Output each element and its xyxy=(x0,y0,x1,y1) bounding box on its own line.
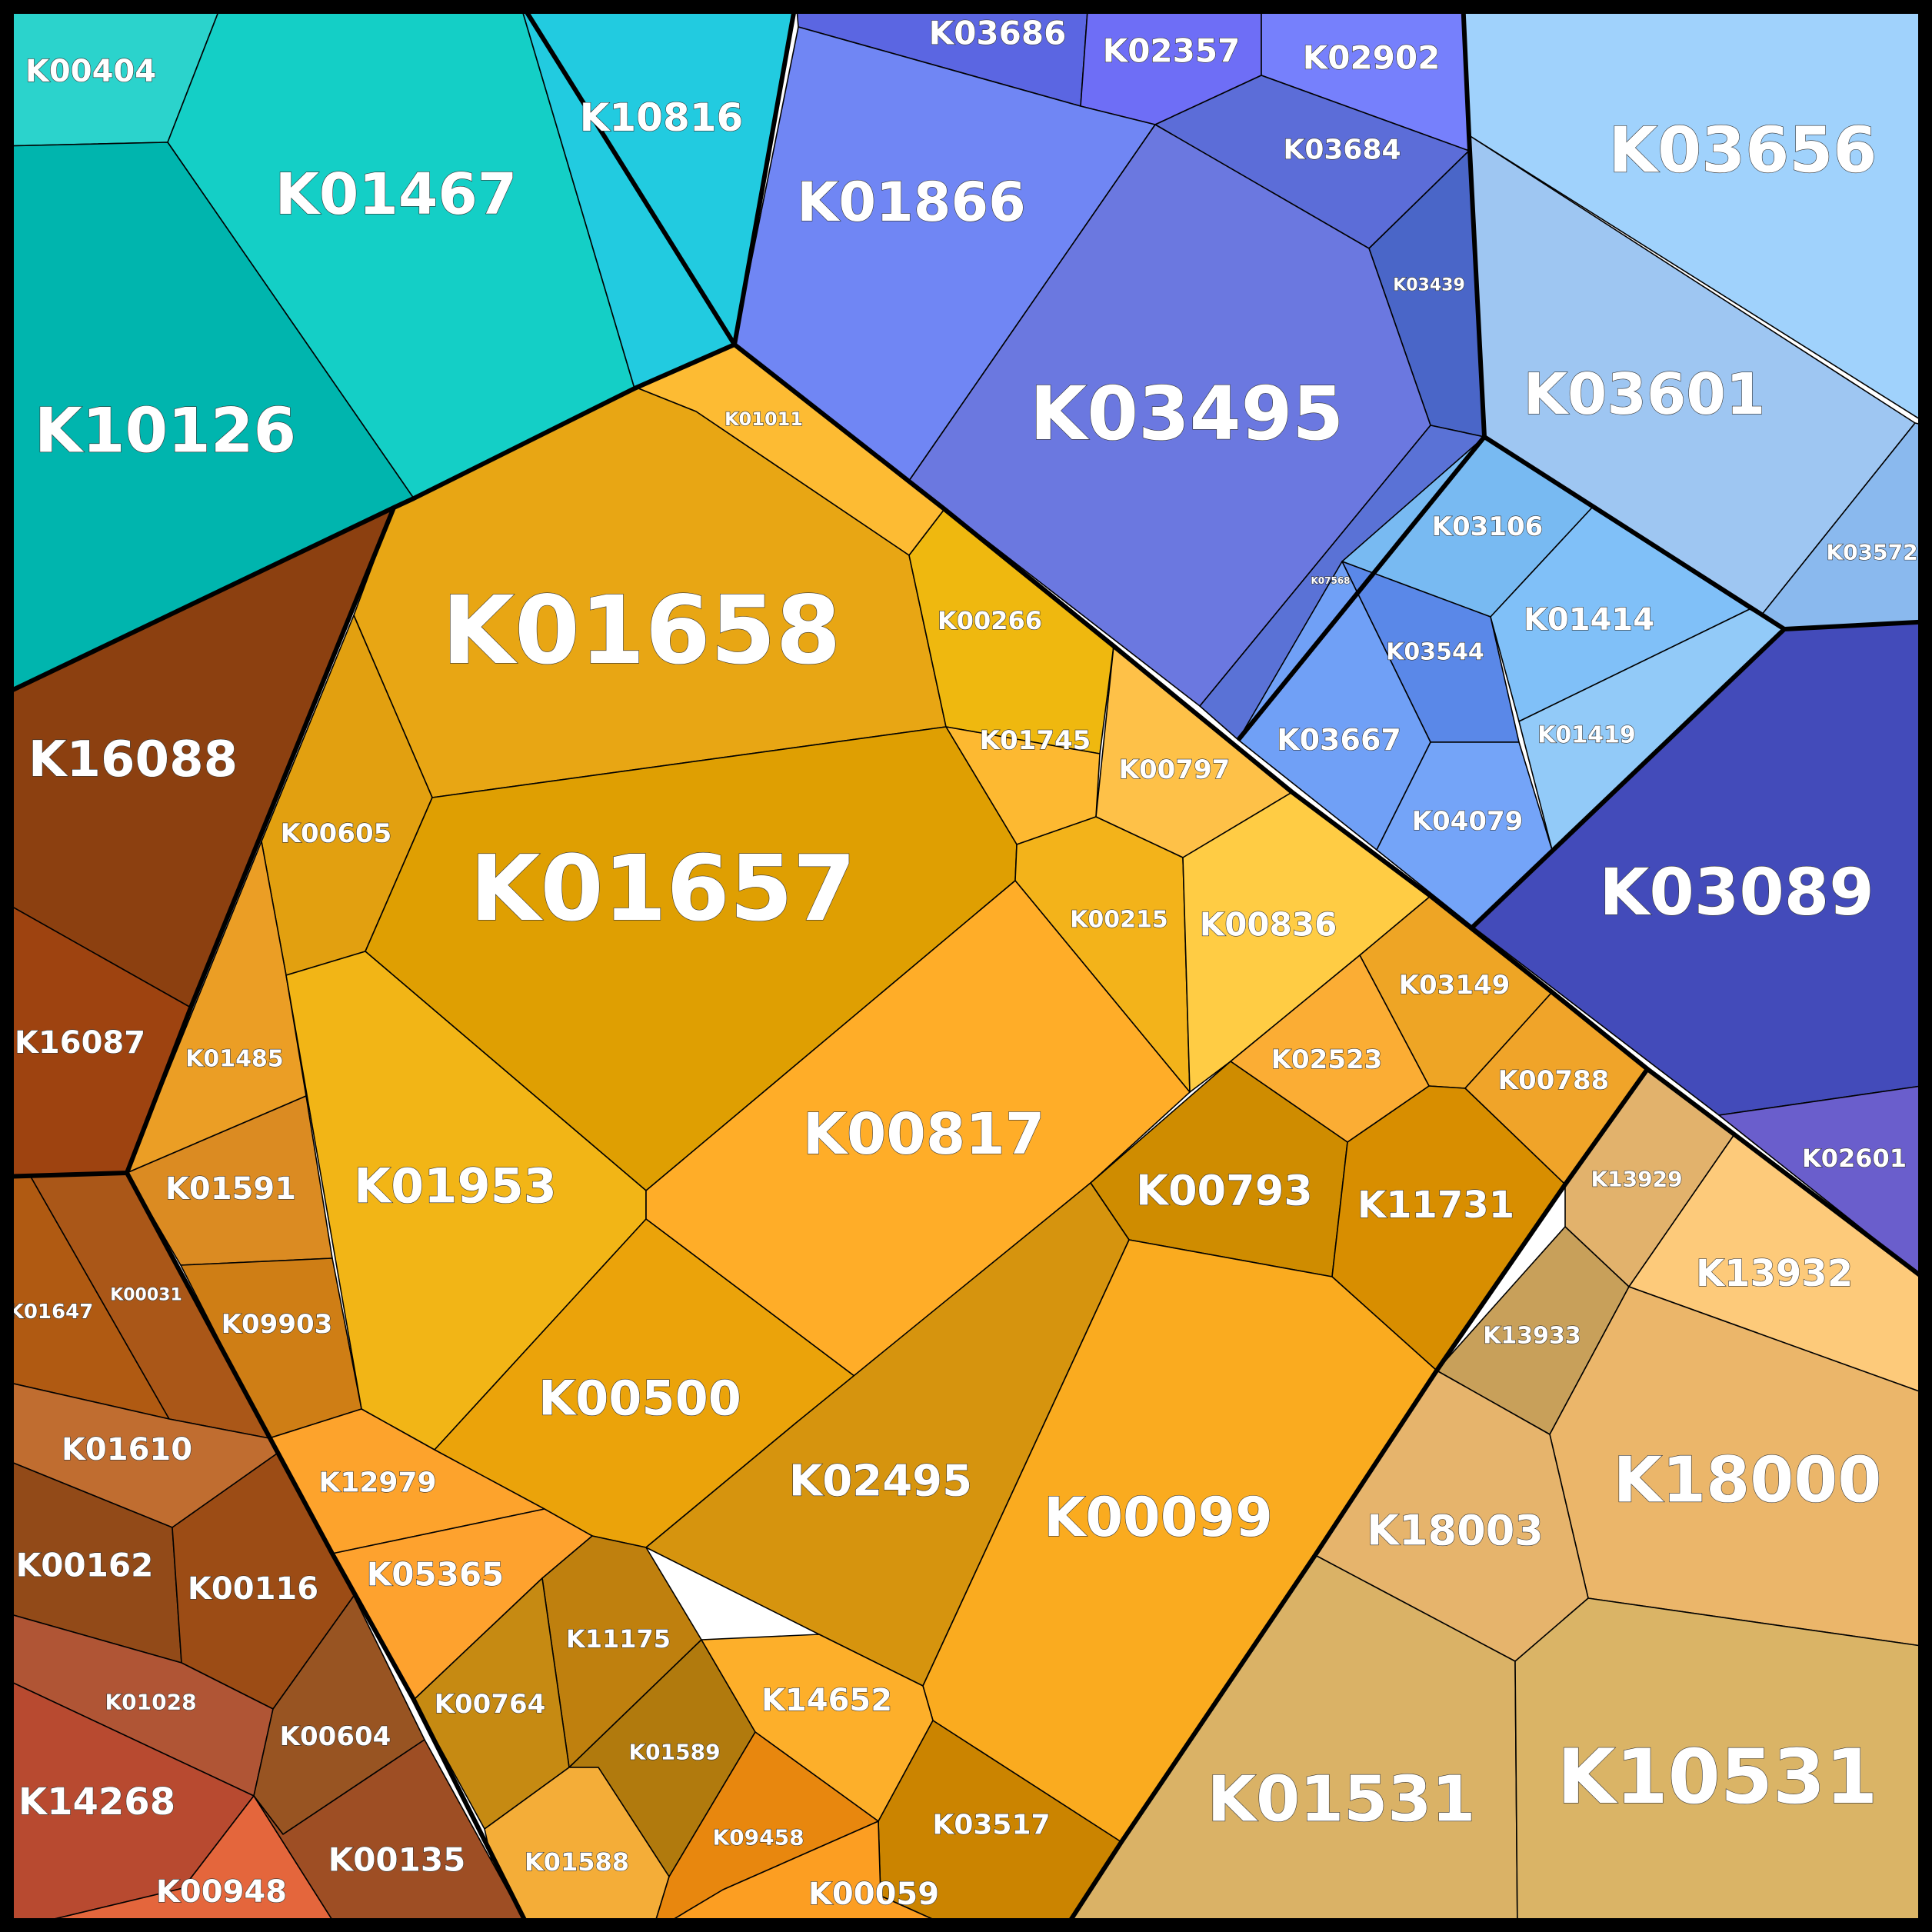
group-border-1 xyxy=(0,342,736,698)
cell-label-k00797: K00797 xyxy=(1119,754,1231,785)
cell-label-k01028: K01028 xyxy=(105,1690,196,1715)
cell-label-k04079: K04079 xyxy=(1412,806,1524,837)
cell-label-k02495: K02495 xyxy=(789,1457,972,1507)
cell-label-k00116: K00116 xyxy=(188,1571,318,1607)
cell-label-k00604: K00604 xyxy=(280,1721,391,1752)
cell-label-k01011: K01011 xyxy=(724,408,803,430)
cell-label-k01953: K01953 xyxy=(354,1158,557,1214)
cell-label-k16088: K16088 xyxy=(28,731,238,788)
cell-label-k01588: K01588 xyxy=(525,1847,629,1877)
cell-label-k00059: K00059 xyxy=(808,1877,939,1912)
cell-label-k00836: K00836 xyxy=(1200,906,1337,944)
cell-label-k12979: K12979 xyxy=(318,1467,436,1499)
cell-label-k03089: K03089 xyxy=(1599,854,1874,930)
group-border-6 xyxy=(1471,627,1787,929)
cell-label-k01419: K01419 xyxy=(1537,722,1636,749)
cell-label-k01414: K01414 xyxy=(1524,602,1654,638)
cell-label-k00215: K00215 xyxy=(1070,907,1168,934)
cell-label-k00099: K00099 xyxy=(1044,1486,1273,1549)
cell-k00266 xyxy=(908,508,1114,754)
cell-label-k03656: K03656 xyxy=(1609,115,1877,188)
cell-label-k13932: K13932 xyxy=(1696,1252,1853,1295)
cell-label-k00948: K00948 xyxy=(156,1874,287,1910)
cell-label-k01610: K01610 xyxy=(62,1432,192,1467)
cell-label-k16087: K16087 xyxy=(15,1025,145,1061)
cell-label-k02523: K02523 xyxy=(1271,1044,1383,1075)
group-border-3 xyxy=(733,342,1932,1287)
cell-label-k01467: K01467 xyxy=(275,162,518,228)
cell-label-k18000: K18000 xyxy=(1614,1444,1882,1517)
cell-label-k07568: K07568 xyxy=(1311,575,1350,586)
cell-label-k00404: K00404 xyxy=(25,54,156,89)
cell-label-k11175: K11175 xyxy=(566,1624,671,1654)
cell-label-k13929: K13929 xyxy=(1591,1167,1682,1192)
cell-label-k03439: K03439 xyxy=(1393,276,1465,295)
group-border-5 xyxy=(1236,435,1487,741)
cell-k00059 xyxy=(651,1820,1064,1932)
cell-label-k01657: K01657 xyxy=(470,835,856,941)
cell-label-k00031: K00031 xyxy=(110,1286,182,1305)
cell-label-k03495: K03495 xyxy=(1030,371,1344,457)
cell-label-k03106: K03106 xyxy=(1432,511,1544,542)
cell-label-k14652: K14652 xyxy=(761,1683,892,1718)
cell-label-k10531: K10531 xyxy=(1557,1734,1878,1821)
cell-label-k03684: K03684 xyxy=(1283,135,1401,166)
cell-label-k14268: K14268 xyxy=(18,1780,175,1824)
cell-k10531 xyxy=(1514,1597,1932,1932)
cell-label-k10126: K10126 xyxy=(35,395,296,467)
cell-label-k13933: K13933 xyxy=(1483,1323,1581,1350)
cell-label-k00266: K00266 xyxy=(938,606,1042,635)
cell-label-k00793: K00793 xyxy=(1136,1167,1313,1215)
cell-k02601 xyxy=(1718,1084,1932,1285)
cell-label-k18003: K18003 xyxy=(1367,1507,1544,1555)
label-layer: K00404 K01467 K10126 K10816 K03686 K02357 K029… xyxy=(8,14,1918,1913)
cell-label-k03601: K03601 xyxy=(1524,361,1766,428)
cell-label-k00500: K00500 xyxy=(538,1371,741,1427)
cell-label-k01589: K01589 xyxy=(628,1740,720,1765)
cell-label-k00817: K00817 xyxy=(803,1101,1045,1168)
cell-label-k02357: K02357 xyxy=(1103,32,1241,70)
cell-label-k05365: K05365 xyxy=(367,1556,505,1594)
cell-label-k03544: K03544 xyxy=(1386,639,1484,666)
cell-label-k01647: K01647 xyxy=(8,1301,94,1324)
cell-label-k00162: K00162 xyxy=(16,1547,154,1584)
cell-label-k01531: K01531 xyxy=(1208,1764,1476,1837)
cell-label-k01866: K01866 xyxy=(797,171,1026,234)
cell-label-k01485: K01485 xyxy=(185,1046,284,1073)
cell-label-k03572: K03572 xyxy=(1826,540,1917,565)
cell-label-k09458: K09458 xyxy=(712,1825,804,1850)
cell-label-k01745: K01745 xyxy=(980,725,1091,756)
cell-label-k02601: K02601 xyxy=(1802,1144,1907,1173)
cell-label-k01658: K01658 xyxy=(442,576,841,685)
cell-label-k11731: K11731 xyxy=(1357,1184,1514,1227)
cell-label-k09903: K09903 xyxy=(222,1309,333,1340)
cell-label-k00605: K00605 xyxy=(281,818,392,849)
cell-label-k03149: K03149 xyxy=(1399,970,1511,1001)
cell-label-k10816: K10816 xyxy=(580,95,744,140)
cell-label-k03667: K03667 xyxy=(1277,723,1401,757)
cell-label-k03517: K03517 xyxy=(932,1810,1050,1841)
group-border-7 xyxy=(125,506,533,1932)
group-border-9 xyxy=(1061,1068,1650,1932)
group-border-8 xyxy=(0,1171,128,1179)
cell-label-k00764: K00764 xyxy=(435,1689,546,1720)
cell-k00135 xyxy=(253,1739,531,1932)
cell-label-k03686: K03686 xyxy=(929,15,1067,52)
cell-label-k02902: K02902 xyxy=(1303,39,1441,77)
cell-label-k00788: K00788 xyxy=(1498,1065,1610,1096)
cell-label-k00135: K00135 xyxy=(328,1841,466,1879)
cell-label-k01591: K01591 xyxy=(165,1171,296,1207)
